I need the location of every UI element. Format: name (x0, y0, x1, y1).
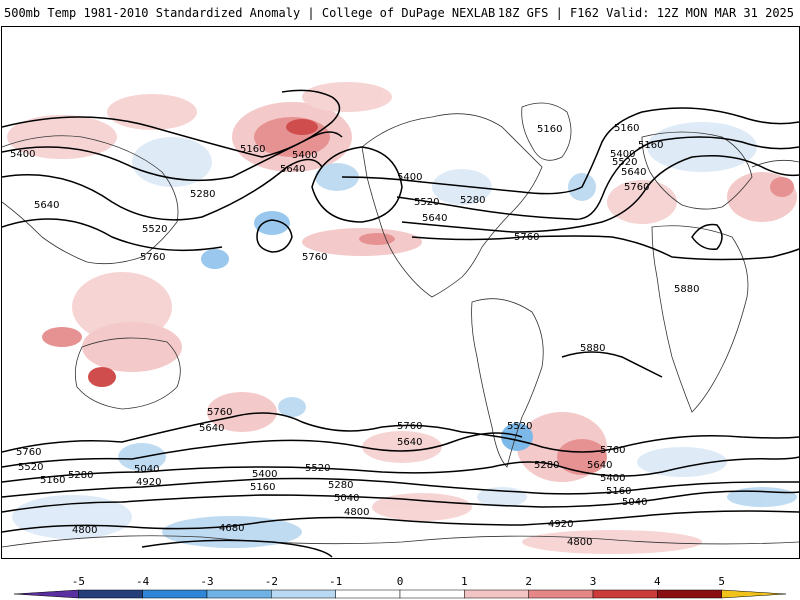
colorbar-tick-label: 3 (589, 575, 597, 588)
contour-label: 5160 (614, 123, 639, 134)
colorbar-tick-label: 0 (396, 575, 404, 588)
contour-label: 4800 (567, 537, 592, 548)
contour-label: 5640 (280, 164, 305, 175)
contour-label: 5160 (40, 475, 65, 486)
colorbar-segment (78, 589, 143, 599)
colorbar-segment (464, 589, 529, 599)
contour-label: 5280 (328, 480, 353, 491)
contour-label: 5880 (580, 343, 605, 354)
colorbar-tick-label: 1 (461, 575, 468, 588)
colorbar-tick-label: -3 (200, 575, 214, 588)
contour-label: 4920 (136, 477, 161, 488)
colorbar-segment (399, 589, 465, 599)
contour-label: 5640 (422, 213, 447, 224)
anomaly-map: 5400 5160 5400 5640 5160 5400 5280 5640 … (2, 82, 799, 558)
contour-label: 5760 (600, 445, 625, 456)
contour-label: 5280 (190, 189, 215, 200)
contour-label: 5400 (397, 172, 422, 183)
contour-label: 5520 (414, 197, 439, 208)
colorbar-segment (592, 589, 658, 599)
contour-label: 5160 (250, 482, 275, 493)
contour-label: 5160 (537, 124, 562, 135)
contour-label: 5160 (606, 486, 631, 497)
colorbar-segment (335, 589, 401, 599)
contour-label: 5520 (507, 421, 532, 432)
colorbar-segment (206, 589, 272, 599)
contour-label: 5640 (621, 167, 646, 178)
contour-label: 5400 (292, 150, 317, 161)
contour-label: 4800 (72, 525, 97, 536)
colorbar-tick-label: -1 (329, 575, 343, 588)
colorbar-tick-label: 2 (525, 575, 532, 588)
colorbar-segment (271, 589, 336, 599)
colorbar-tick-label: 5 (718, 575, 725, 588)
contour-label: 5640 (397, 437, 422, 448)
map-panel: 5400 5160 5400 5640 5160 5400 5280 5640 … (1, 26, 800, 559)
header: 500mb Temp 1981-2010 Standardized Anomal… (0, 0, 800, 24)
contour-label: 5760 (397, 421, 422, 432)
contour-label: 4680 (219, 523, 244, 534)
contour-label: 5040 (334, 493, 359, 504)
contour-label: 5640 (34, 200, 59, 211)
contour-label: 5400 (610, 149, 635, 160)
contour-label: 5280 (534, 460, 559, 471)
colorbar-segment (528, 589, 594, 599)
coastlines (2, 102, 799, 548)
contour-label: 5640 (199, 423, 224, 434)
contour-label: 4920 (548, 519, 573, 530)
contour-label: 5160 (638, 140, 663, 151)
colorbar: -5 -4 -3 -2 -1 0 1 2 3 4 5 (0, 566, 800, 600)
colorbar-graphic (13, 589, 787, 599)
contour-label: 5280 (460, 195, 485, 206)
contour-label: 5160 (240, 144, 265, 155)
contour-label: 5760 (302, 252, 327, 263)
contour-label: 5040 (622, 497, 647, 508)
contour-label: 5880 (674, 284, 699, 295)
contour-label: 5400 (252, 469, 277, 480)
contour-labels: 5400 5160 5400 5640 5160 5400 5280 5640 … (10, 123, 699, 548)
contour-label: 5760 (16, 447, 41, 458)
contour-label: 5520 (305, 463, 330, 474)
contour-label: 5400 (600, 473, 625, 484)
map-title: 500mb Temp 1981-2010 Standardized Anomal… (4, 6, 496, 20)
colorbar-segment (721, 589, 787, 599)
colorbar-tick-label: -4 (136, 575, 150, 588)
contour-label: 5760 (207, 407, 232, 418)
height-contours (2, 89, 799, 558)
contour-label: 5520 (18, 462, 43, 473)
contour-label: 4800 (344, 507, 369, 518)
contour-label: 5040 (134, 464, 159, 475)
model-run-info: 18Z GFS | F162 Valid: 12Z MON MAR 31 202… (497, 6, 794, 20)
colorbar-tick-label: 4 (654, 575, 661, 588)
contour-label: 5280 (68, 470, 93, 481)
contour-label: 5520 (612, 157, 637, 168)
colorbar-segment (142, 589, 208, 599)
contour-label: 5640 (587, 460, 612, 471)
colorbar-segment (657, 589, 722, 599)
colorbar-segment (13, 589, 79, 599)
colorbar-tick-label: -2 (264, 575, 278, 588)
contour-label: 5760 (624, 182, 649, 193)
colorbar-tick-label: -5 (71, 575, 85, 588)
contour-label: 5400 (10, 149, 35, 160)
contour-label: 5520 (142, 224, 167, 235)
contour-label: 5760 (514, 232, 539, 243)
contour-label: 5760 (140, 252, 165, 263)
